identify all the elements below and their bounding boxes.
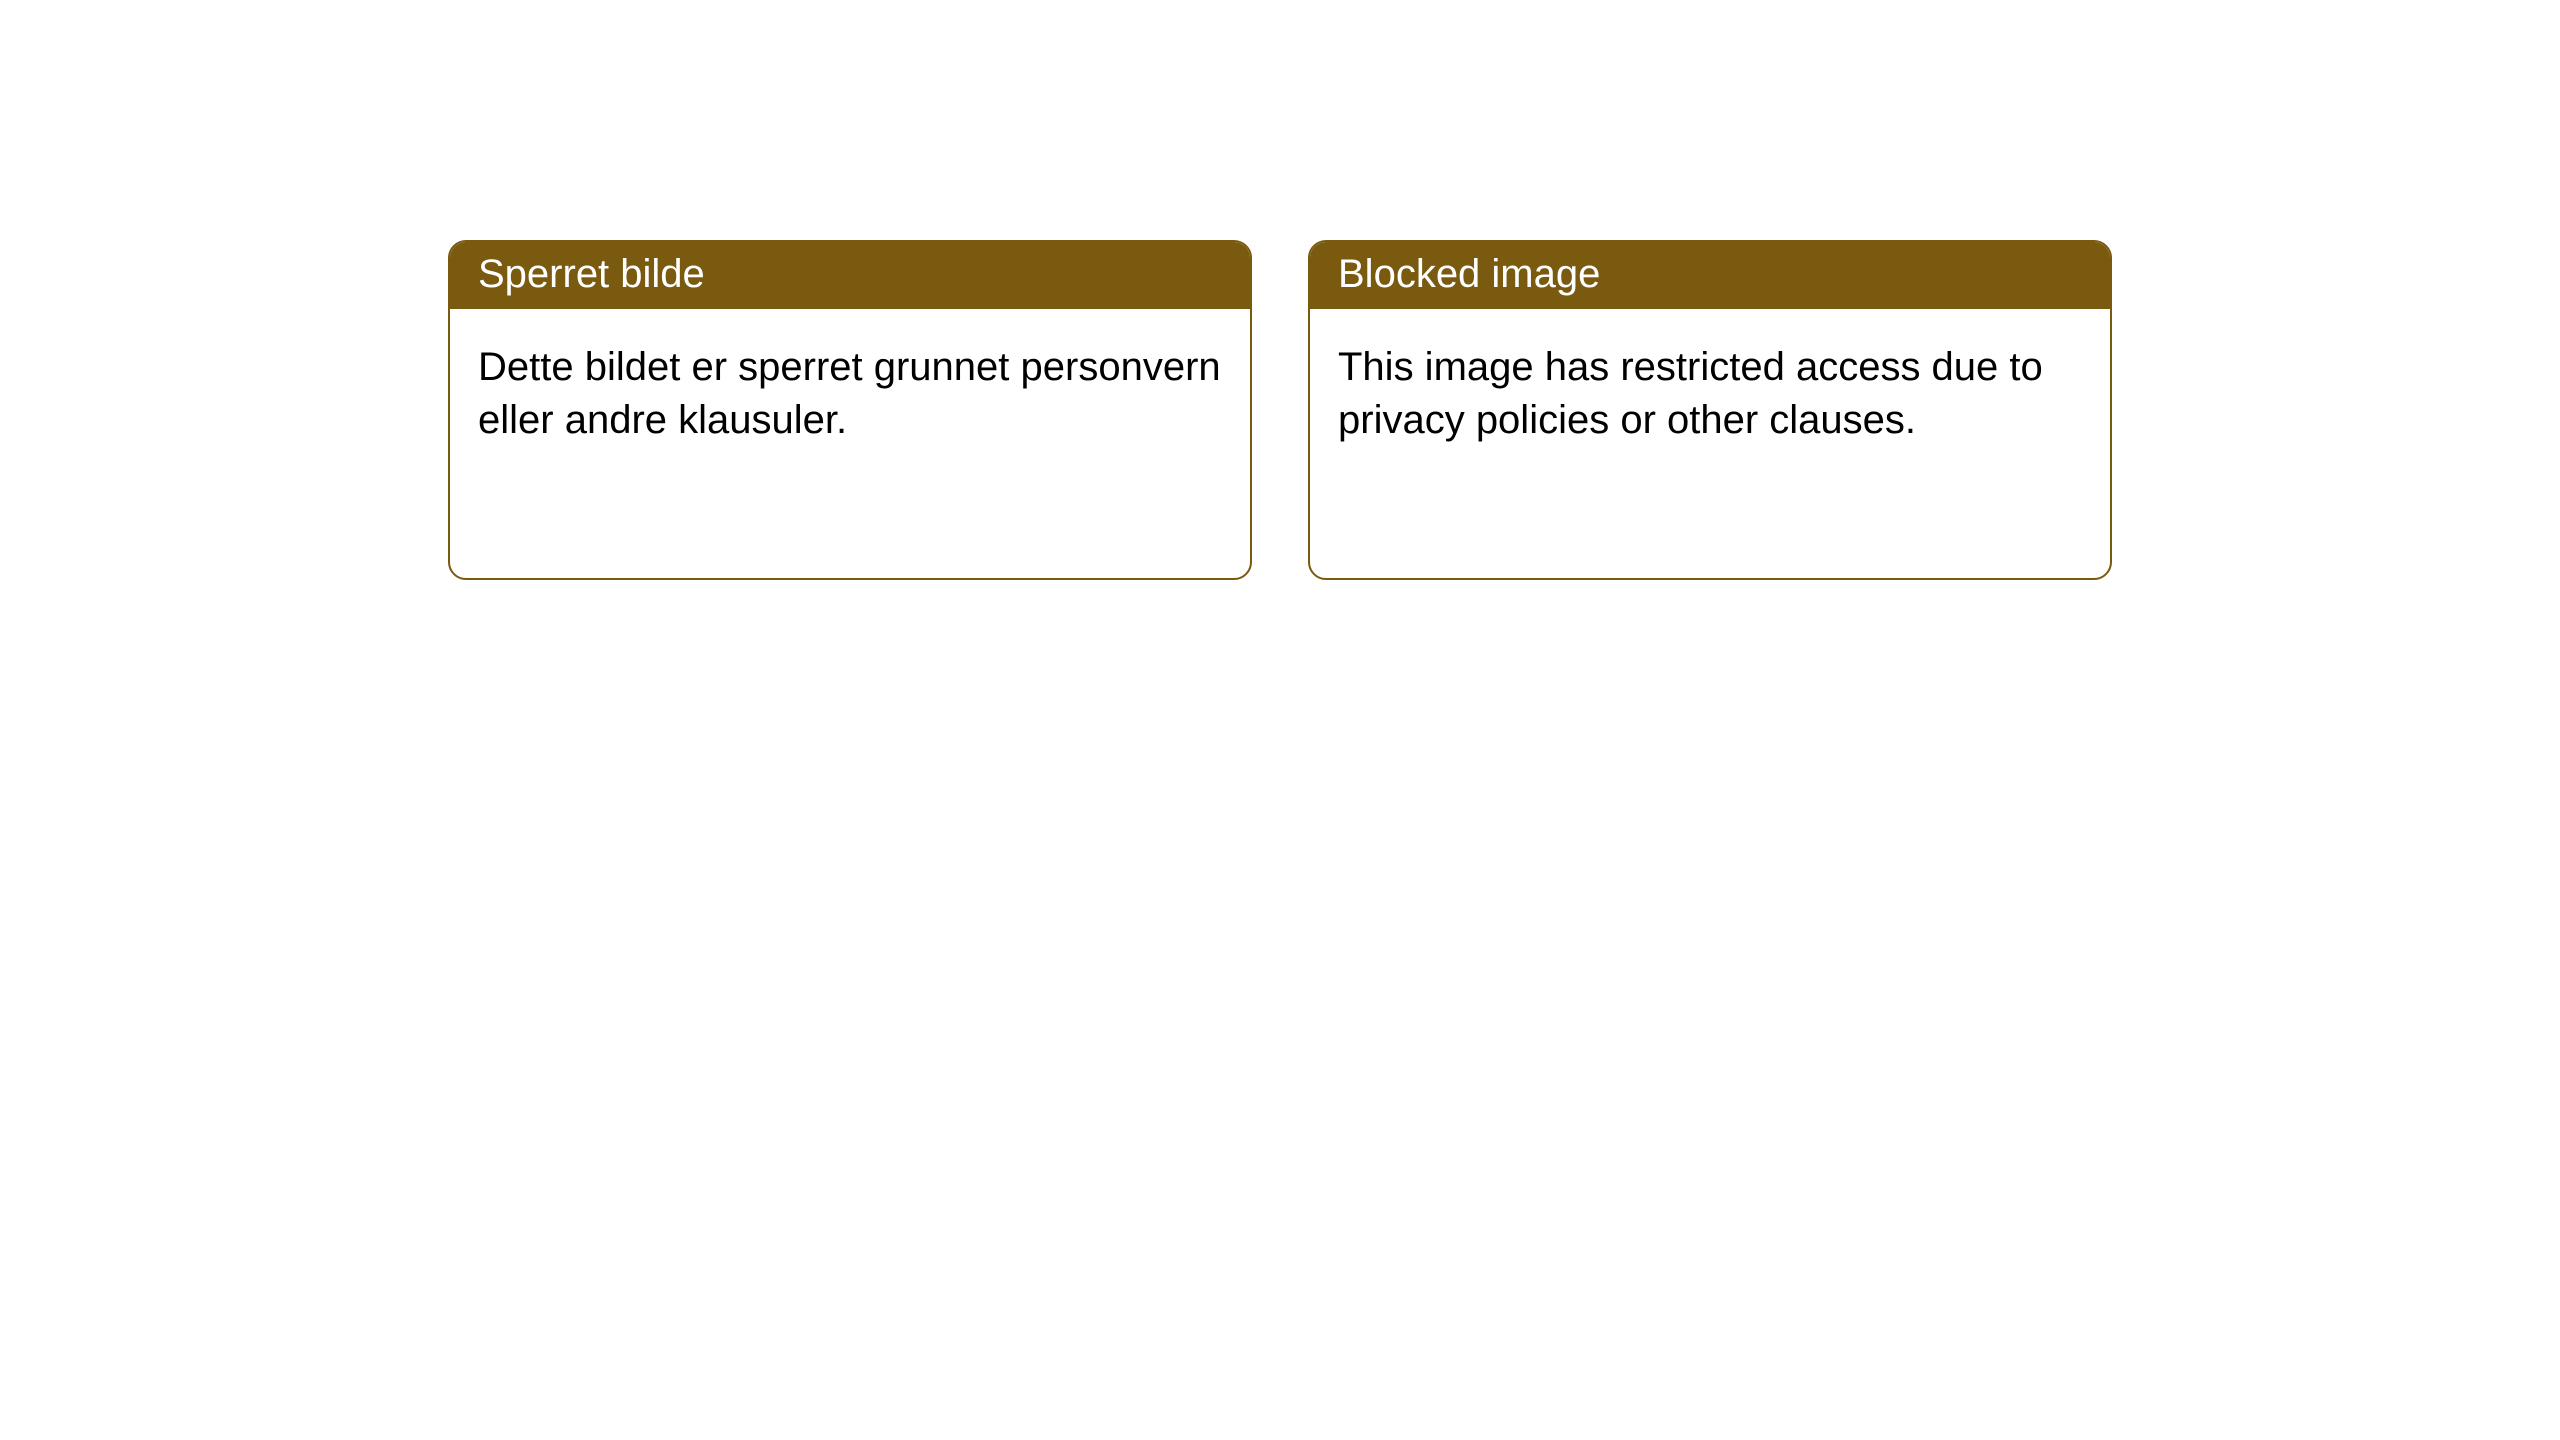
notice-card-english: Blocked image This image has restricted … — [1308, 240, 2112, 580]
notice-card-title: Sperret bilde — [450, 242, 1250, 309]
notice-card-body: This image has restricted access due to … — [1310, 309, 2110, 479]
notice-card-title: Blocked image — [1310, 242, 2110, 309]
notice-card-norwegian: Sperret bilde Dette bildet er sperret gr… — [448, 240, 1252, 580]
notice-cards-row: Sperret bilde Dette bildet er sperret gr… — [448, 240, 2112, 580]
notice-card-body: Dette bildet er sperret grunnet personve… — [450, 309, 1250, 479]
